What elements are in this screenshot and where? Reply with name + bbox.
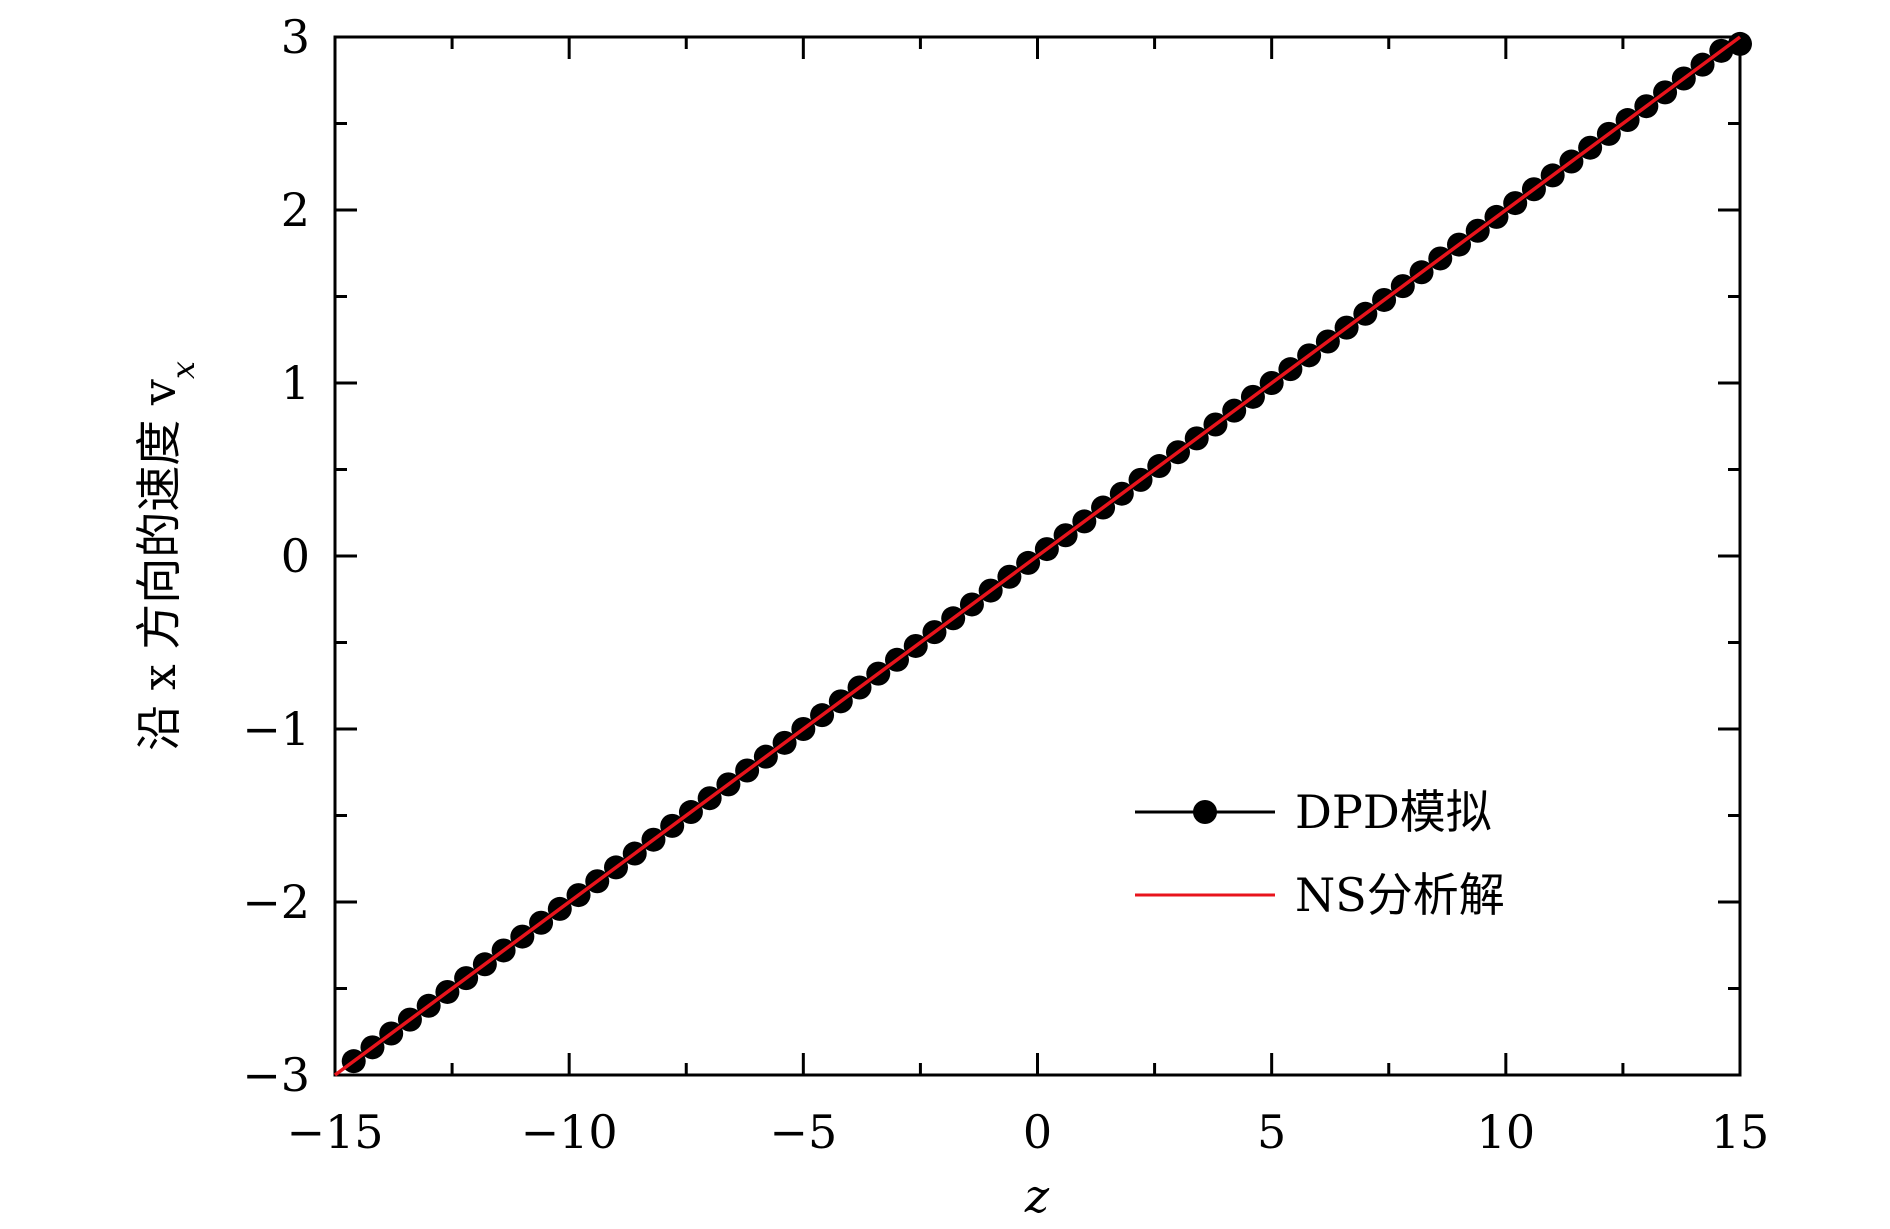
dpd-point — [1728, 31, 1752, 56]
y-tick-label: −3 — [242, 1048, 310, 1102]
x-tick-label: −10 — [521, 1105, 618, 1159]
x-tick-label: −5 — [769, 1105, 837, 1159]
x-tick-label: 10 — [1477, 1105, 1536, 1159]
legend: DPD模拟 NS分析解 — [1135, 785, 1505, 922]
y-tick-label: −1 — [242, 702, 310, 756]
x-tick-label: 0 — [1023, 1105, 1052, 1159]
y-tick-label: 2 — [281, 183, 310, 237]
y-tick-label: −2 — [242, 875, 310, 929]
y-tick-label: 1 — [281, 356, 310, 410]
ns-series-line — [333, 35, 1742, 1077]
axis-ticks — [333, 35, 1742, 1077]
series-layer — [333, 31, 1752, 1077]
y-tick-label: 0 — [281, 529, 310, 583]
y-tick-label: 3 — [281, 10, 310, 64]
legend-dpd-marker — [1193, 800, 1217, 824]
legend-ns-label: NS分析解 — [1295, 868, 1505, 922]
legend-dpd-label: DPD模拟 — [1295, 785, 1492, 839]
x-tick-label: −15 — [286, 1105, 383, 1159]
y-axis-label-subscript: x — [164, 361, 202, 379]
y-axis-label-group: 沿 x 方向的速度 vx — [132, 361, 202, 751]
y-axis-label: 沿 x 方向的速度 vx — [132, 361, 202, 751]
x-axis-label: z — [1024, 1169, 1050, 1223]
x-tick-label: 5 — [1257, 1105, 1286, 1159]
x-tick-label: 15 — [1711, 1105, 1770, 1159]
